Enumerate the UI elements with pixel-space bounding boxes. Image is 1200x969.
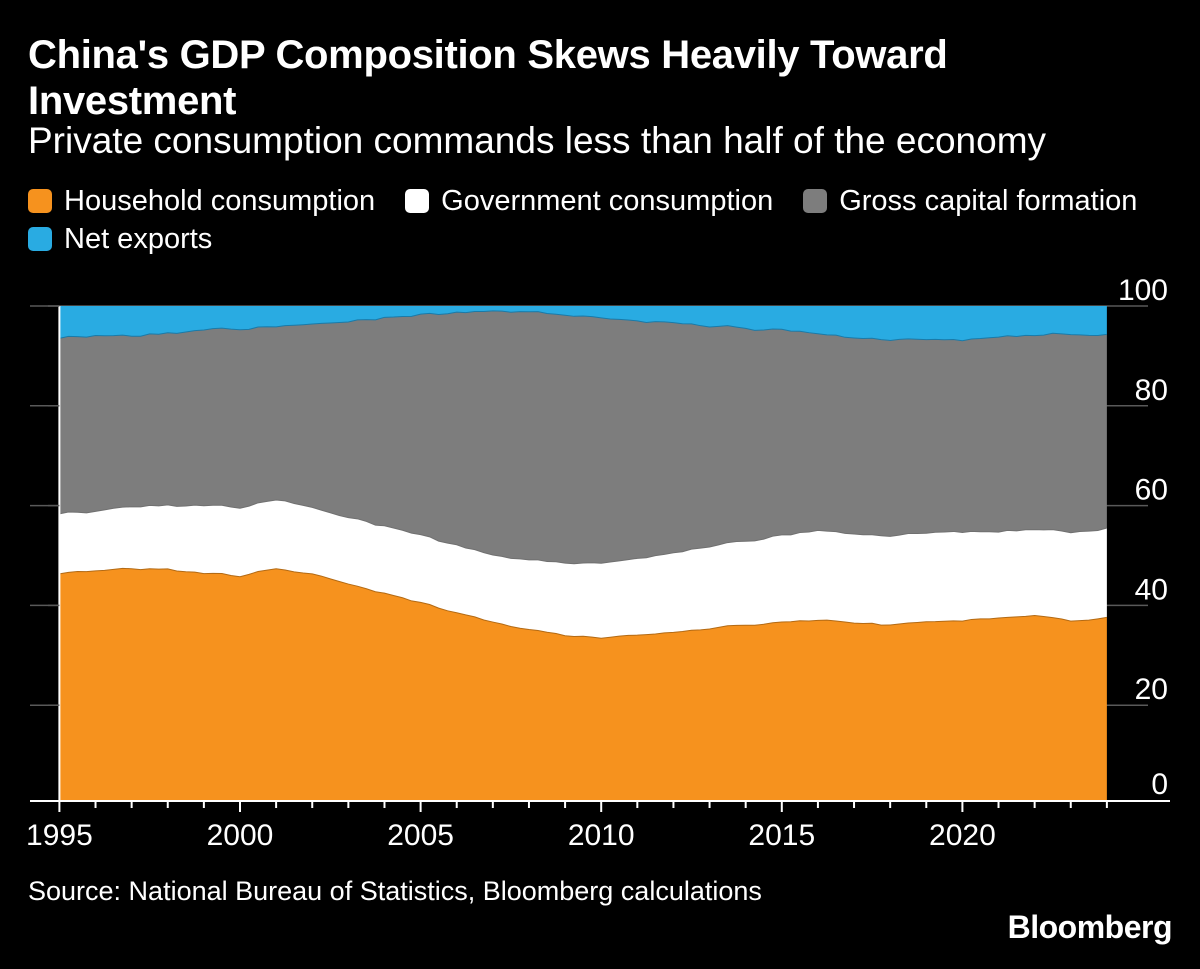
svg-text:2010: 2010 [568, 819, 635, 852]
svg-text:1995: 1995 [26, 819, 93, 852]
svg-text:2005: 2005 [387, 819, 454, 852]
svg-text:100: 100 [1118, 274, 1168, 307]
svg-text:2015: 2015 [748, 819, 815, 852]
svg-text:0: 0 [1151, 768, 1168, 801]
svg-text:60: 60 [1135, 474, 1168, 507]
svg-text:80: 80 [1135, 374, 1168, 407]
svg-text:40: 40 [1135, 573, 1168, 606]
svg-text:2000: 2000 [207, 819, 274, 852]
svg-text:2020: 2020 [929, 819, 996, 852]
svg-text:20: 20 [1135, 673, 1168, 706]
